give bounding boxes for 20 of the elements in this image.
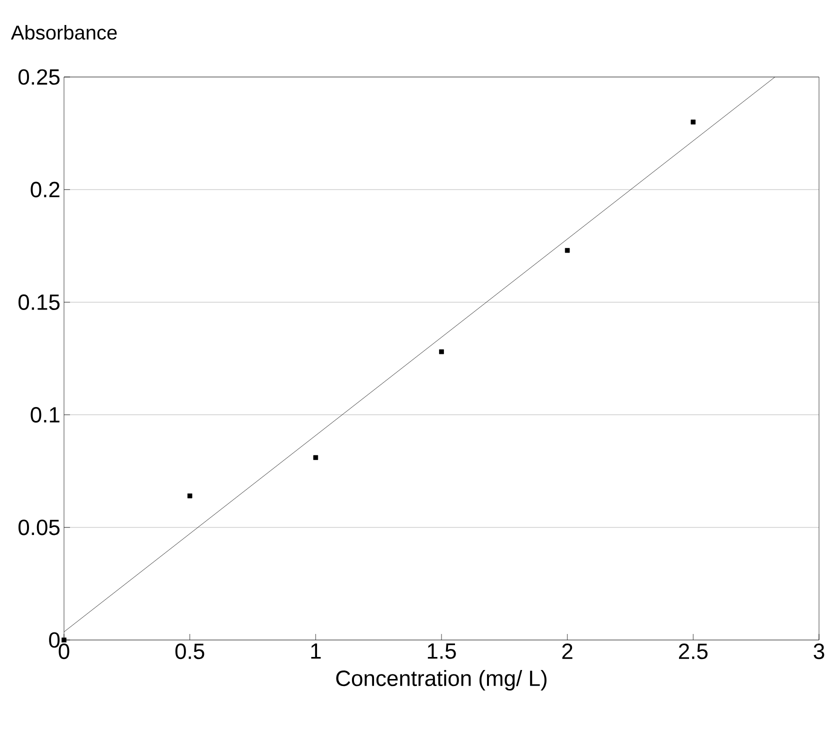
point <box>62 638 66 642</box>
point <box>313 455 318 460</box>
y-tick-label: 0.2 <box>30 182 60 198</box>
y-tick-label: 0.25 <box>18 69 60 85</box>
point <box>187 493 192 498</box>
x-tick-label: 1.5 <box>428 644 456 659</box>
point <box>690 120 696 124</box>
y-tick-label: 0.15 <box>18 294 60 310</box>
point <box>439 349 444 354</box>
y-axis-title: Absorbance <box>10 24 117 40</box>
y-tick-label: 0.1 <box>30 407 60 423</box>
x-axis-title: Concentration (mg/ L) <box>336 670 546 690</box>
y-tick-label: 0 <box>49 632 60 648</box>
x-tick-label: 1 <box>311 644 321 659</box>
x-tick-label: 2.5 <box>678 644 708 660</box>
x-tick-label: 2 <box>562 644 572 659</box>
point <box>564 248 570 253</box>
y-tick-label: 0.05 <box>18 520 60 536</box>
x-tick-label: 0.5 <box>175 644 204 660</box>
x-tick-label: 3 <box>814 644 824 660</box>
